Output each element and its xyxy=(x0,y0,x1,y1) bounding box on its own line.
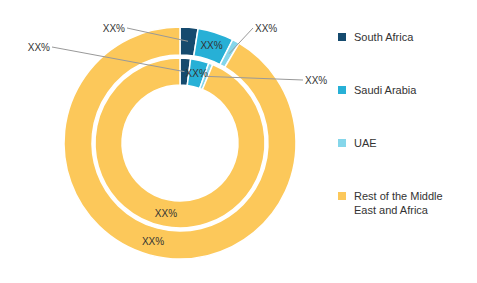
svg-text:XX%: XX% xyxy=(155,208,177,219)
svg-text:XX%: XX% xyxy=(103,23,125,34)
html-text:Rest of the Middle East and Af: Rest of the Middle East and Africa xyxy=(354,190,443,216)
svg-text:XX%: XX% xyxy=(186,68,208,79)
svg-text:XX%: XX% xyxy=(200,40,222,51)
html-text:South Africa: South Africa xyxy=(354,31,414,43)
svg-text:XX%: XX% xyxy=(28,42,50,53)
html-text:Saudi Arabia: Saudi Arabia xyxy=(354,84,417,96)
svg-text:XX%: XX% xyxy=(255,23,277,34)
svg-text:XX%: XX% xyxy=(142,236,164,247)
html-text:UAE: UAE xyxy=(354,137,377,149)
svg-text:XX%: XX% xyxy=(305,75,327,86)
